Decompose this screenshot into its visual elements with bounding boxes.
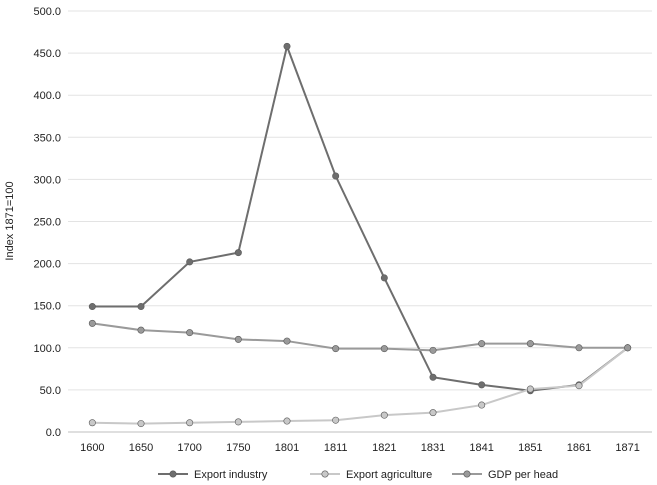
legend-marker (321, 470, 329, 478)
data-point (137, 326, 145, 334)
data-point (575, 344, 583, 352)
data-point (234, 335, 242, 343)
y-axis-ticks: 0.0 50.0 100.0 150.0 200.0 250.0 300.0 350.0 400… (33, 6, 61, 439)
x-tick-label: 1700 (177, 442, 201, 454)
x-tick-label: 1600 (80, 442, 104, 454)
x-tick-label: 1650 (129, 442, 153, 454)
x-tick-label: 1831 (421, 442, 445, 454)
data-point (429, 409, 437, 417)
y-tick-label: 500.0 (33, 6, 61, 18)
data-point (88, 419, 96, 427)
data-point (575, 382, 583, 390)
data-point (137, 420, 145, 428)
data-point (283, 417, 291, 425)
series-line (92, 322, 628, 352)
data-point (526, 385, 534, 393)
data-point (429, 346, 437, 354)
y-tick-label: 300.0 (33, 174, 61, 186)
x-tick-label: 1801 (275, 442, 299, 454)
y-tick-label: 450.0 (33, 48, 61, 60)
series-group (88, 42, 632, 428)
data-point (234, 418, 242, 426)
y-tick-label: 0.0 (46, 427, 61, 439)
data-point (88, 303, 96, 311)
data-point (234, 249, 242, 257)
y-axis-title: Index 1871=100 (4, 181, 16, 260)
legend-label: GDP per head (488, 469, 558, 481)
legend: Export industry Export agriculture GDP per… (158, 469, 558, 481)
y-tick-label: 200.0 (33, 259, 61, 271)
x-tick-label: 1841 (469, 442, 493, 454)
x-tick-label: 1821 (372, 442, 396, 454)
y-tick-label: 150.0 (33, 301, 61, 313)
x-tick-label: 1871 (615, 442, 639, 454)
legend-item: Export industry (158, 469, 268, 481)
series-0 (88, 42, 632, 395)
data-point (380, 274, 388, 282)
x-tick-label: 1811 (324, 442, 348, 454)
gridlines (68, 10, 652, 391)
data-point (478, 340, 486, 348)
data-point (283, 42, 291, 50)
data-point (88, 319, 96, 327)
x-axis-ticks: 1600 1650 1700 1750 1801 1811 1821 1831 1841 1851… (80, 442, 640, 454)
legend-item: GDP per head (452, 469, 558, 481)
series-1 (88, 344, 632, 428)
legend-label: Export agriculture (346, 469, 432, 481)
x-tick-label: 1851 (518, 442, 542, 454)
series-2 (88, 319, 632, 354)
data-point (332, 172, 340, 180)
data-point (283, 337, 291, 345)
data-point (380, 345, 388, 353)
y-tick-label: 350.0 (33, 132, 61, 144)
series-line (92, 42, 629, 392)
series-line (92, 347, 629, 425)
y-tick-label: 400.0 (33, 90, 61, 102)
data-point (332, 416, 340, 424)
legend-item: Export agriculture (310, 469, 432, 481)
legend-marker (463, 470, 471, 478)
y-tick-label: 100.0 (33, 343, 61, 355)
y-tick-label: 250.0 (33, 217, 61, 229)
data-point (478, 381, 486, 389)
data-point (526, 340, 534, 348)
data-point (380, 411, 388, 419)
data-point (624, 344, 632, 352)
y-tick-label: 50.0 (40, 385, 61, 397)
data-point (137, 303, 145, 311)
data-point (186, 329, 194, 337)
data-point (186, 258, 194, 266)
x-tick-label: 1861 (567, 442, 591, 454)
data-point (429, 373, 437, 381)
data-point (186, 419, 194, 427)
data-point (332, 345, 340, 353)
legend-label: Export industry (194, 469, 268, 481)
data-point (478, 401, 486, 409)
legend-marker (169, 470, 177, 478)
x-tick-label: 1750 (226, 442, 250, 454)
